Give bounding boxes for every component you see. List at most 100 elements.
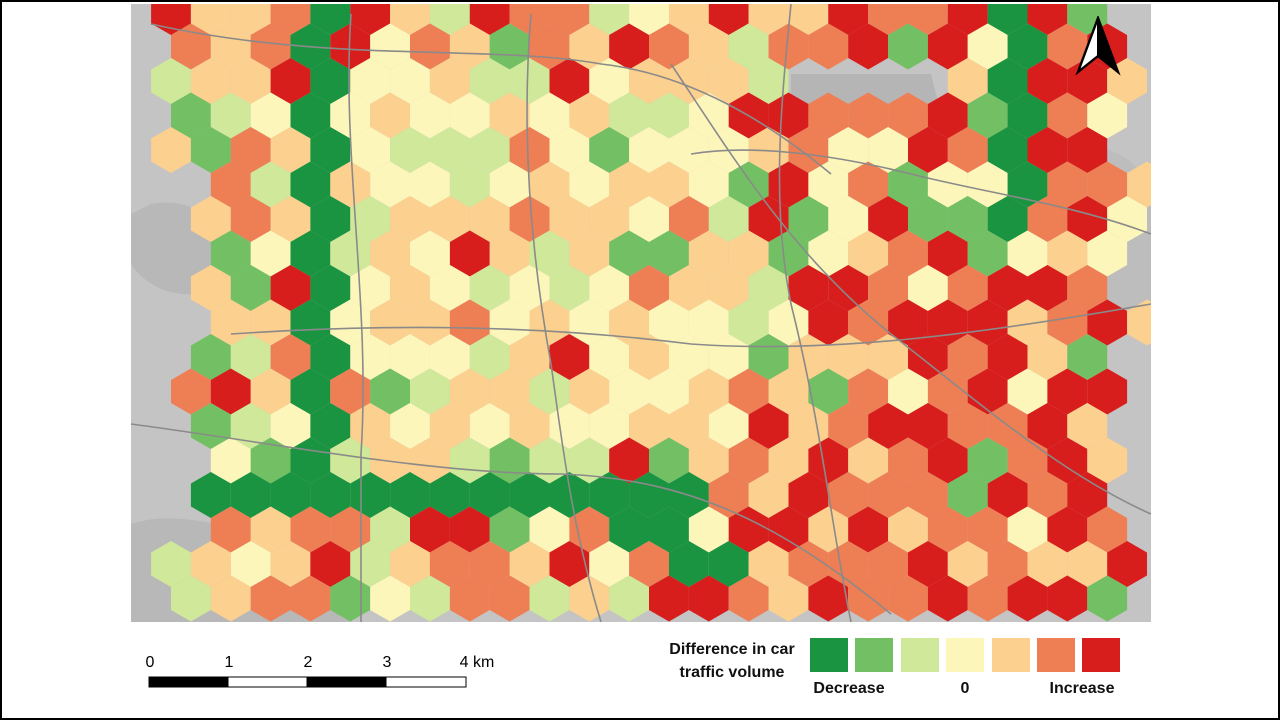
hex-cell (370, 23, 410, 70)
hex-cell (669, 58, 709, 104)
hex-cell (708, 4, 749, 35)
hex-cell (1027, 541, 1068, 587)
hex-cell (310, 4, 351, 35)
hex-cell (469, 541, 510, 587)
hex-cell (230, 265, 271, 311)
scale-bar: 0 1 2 3 4 km (142, 650, 494, 700)
hex-cell (987, 196, 1028, 242)
hex-cell (589, 334, 630, 380)
hex-cell (888, 230, 928, 277)
hex-cell (669, 403, 709, 449)
scale-tick-label: 1 (224, 654, 234, 671)
scale-segment (385, 676, 467, 688)
hex-cell (669, 334, 709, 380)
hex-cell (589, 541, 630, 587)
hex-cell (1007, 92, 1048, 139)
hex-cell (529, 575, 570, 622)
hex-cell (410, 368, 450, 415)
hex-cell (449, 92, 490, 139)
hex-cell (927, 23, 968, 70)
hex-cell (489, 506, 530, 553)
hex-cell (210, 368, 251, 415)
hex-cell (947, 4, 988, 35)
hex-cell (449, 368, 490, 415)
hex-cell (429, 334, 470, 380)
legend-swatch (901, 638, 939, 672)
road-line (778, 4, 852, 622)
hex-cell (1087, 506, 1128, 553)
hex-cell (868, 196, 908, 242)
hex-cell (728, 575, 769, 622)
hex-cell (609, 506, 649, 553)
legend-swatch (1037, 638, 1075, 672)
hex-cell (529, 230, 570, 277)
hex-cell (808, 23, 849, 70)
map-panel[interactable] (131, 4, 1151, 622)
hex-cell (190, 196, 231, 242)
hex-cell (230, 472, 271, 518)
hex-cell (449, 506, 490, 553)
hex-cell (1087, 575, 1128, 622)
hex-cell (429, 472, 470, 518)
hex-cell (230, 4, 271, 35)
hex-cell (728, 23, 769, 70)
hex-cell (589, 58, 630, 104)
hex-cell (649, 299, 689, 346)
hex-cell (210, 92, 251, 139)
hex-cell (210, 437, 251, 484)
hex-cell (549, 334, 590, 380)
hex-cell (370, 506, 410, 553)
hex-cell (290, 506, 331, 553)
hexbin-map[interactable] (131, 4, 1151, 622)
hex-cell (151, 4, 191, 35)
hex-cell (171, 92, 211, 139)
hex-cell (768, 230, 809, 277)
legend-swatch (1082, 638, 1120, 672)
hex-cell (808, 161, 849, 208)
hex-cell (290, 161, 331, 208)
hex-cell (230, 127, 271, 173)
hex-cell (230, 541, 271, 587)
hex-cell (1067, 265, 1108, 311)
hex-cell (589, 265, 630, 311)
hex-cell (609, 437, 649, 484)
hex-cell (529, 368, 570, 415)
road-network (131, 4, 1151, 622)
hex-cell (569, 230, 610, 277)
hex-cell (469, 403, 510, 449)
scale-tick-label: 4 km (459, 654, 495, 671)
hex-cell (1047, 230, 1088, 277)
hex-cell (609, 575, 649, 622)
hex-cell (1007, 575, 1048, 622)
hex-cell (609, 23, 649, 70)
hex-cell (967, 161, 1008, 208)
hex-cell (350, 334, 391, 380)
hex-cell (708, 265, 749, 311)
hex-cell (708, 541, 749, 587)
hex-cell (947, 58, 988, 104)
hex-cell (649, 506, 689, 553)
hex-cell (1047, 506, 1088, 553)
hex-cell (370, 92, 410, 139)
hex-cell (708, 196, 749, 242)
hex-cell (390, 4, 430, 35)
hex-cell (828, 196, 869, 242)
hex-cell (1027, 58, 1068, 104)
road-line (230, 303, 1151, 348)
hex-cell (868, 4, 908, 35)
hex-cell (310, 196, 351, 242)
hex-cell (649, 368, 689, 415)
hex-cell (748, 334, 789, 380)
hex-cell (489, 23, 530, 70)
hex-cell (390, 127, 430, 173)
road-line (150, 23, 832, 175)
hex-cell (1047, 437, 1088, 484)
hex-cell (171, 368, 211, 415)
hex-cell (469, 472, 510, 518)
hex-cell (270, 58, 311, 104)
hex-cell (967, 437, 1008, 484)
hex-cell (449, 23, 490, 70)
hex-cell (410, 506, 450, 553)
hex-cell (190, 541, 231, 587)
